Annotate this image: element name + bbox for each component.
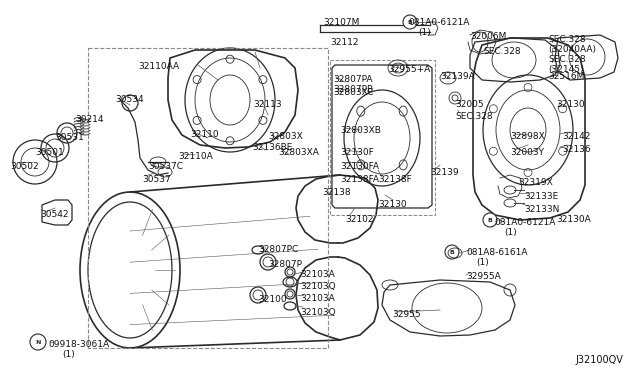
Text: 32110A: 32110A	[178, 152, 212, 161]
Text: 32139: 32139	[430, 168, 459, 177]
Text: 32005: 32005	[455, 100, 484, 109]
Text: 30214: 30214	[75, 115, 104, 124]
Text: 32103A: 32103A	[300, 294, 335, 303]
Text: 081A0-6121A: 081A0-6121A	[408, 18, 469, 27]
Text: 32113: 32113	[253, 100, 282, 109]
Text: 32133E: 32133E	[524, 192, 558, 201]
Text: 32807PC: 32807PC	[258, 245, 298, 254]
Text: 32955+A: 32955+A	[388, 65, 430, 74]
Text: J32100QV: J32100QV	[575, 355, 623, 365]
Text: (1): (1)	[504, 228, 516, 237]
Text: 32103A: 32103A	[300, 270, 335, 279]
Text: 32803XB: 32803XB	[340, 126, 381, 135]
Text: B: B	[488, 218, 492, 222]
Text: 32955A: 32955A	[466, 272, 500, 281]
Ellipse shape	[483, 213, 497, 227]
Text: B: B	[408, 19, 412, 25]
Text: N: N	[35, 340, 41, 344]
Text: SEC.328: SEC.328	[548, 35, 586, 44]
Text: (1): (1)	[418, 28, 431, 37]
Text: 32803X: 32803X	[268, 132, 303, 141]
Text: 32136BE: 32136BE	[252, 143, 292, 152]
Text: 32103Q: 32103Q	[300, 308, 335, 317]
Text: 30537: 30537	[142, 175, 171, 184]
Text: 32130: 32130	[378, 200, 406, 209]
Text: B: B	[449, 250, 454, 254]
Text: 081A8-6161A: 081A8-6161A	[466, 248, 527, 257]
Text: 30501: 30501	[35, 148, 64, 157]
Text: (32040AA): (32040AA)	[548, 45, 596, 54]
Text: 32138: 32138	[322, 188, 351, 197]
Text: 30531: 30531	[55, 133, 84, 142]
Text: 081A0-6121A: 081A0-6121A	[494, 218, 556, 227]
Text: 32955: 32955	[392, 310, 420, 319]
Text: 32110AA: 32110AA	[138, 62, 179, 71]
Text: 32803XA: 32803XA	[278, 148, 319, 157]
Text: 32136: 32136	[562, 145, 591, 154]
Text: 32319X: 32319X	[518, 178, 553, 187]
Text: 32807P: 32807P	[268, 260, 302, 269]
Bar	[330, 60, 435, 215]
Text: 32130FA: 32130FA	[340, 162, 379, 171]
Text: (32145): (32145)	[548, 65, 584, 74]
Text: 32110: 32110	[190, 130, 219, 139]
Text: 30542: 30542	[40, 210, 68, 219]
Text: 32107M: 32107M	[323, 18, 360, 27]
Text: SEC.328: SEC.328	[455, 112, 493, 121]
Text: 32138F: 32138F	[378, 175, 412, 184]
Text: 32803XC: 32803XC	[333, 88, 373, 97]
Text: 32100: 32100	[258, 295, 287, 304]
Text: (1): (1)	[476, 258, 489, 267]
Text: 32807PA: 32807PA	[333, 75, 372, 84]
Text: SEC.328: SEC.328	[548, 55, 586, 64]
Text: 32006M: 32006M	[470, 32, 506, 41]
Text: 32898X: 32898X	[510, 132, 545, 141]
Text: 30537C: 30537C	[148, 162, 183, 171]
Text: 32133N: 32133N	[524, 205, 559, 214]
Text: 32003Y: 32003Y	[510, 148, 544, 157]
Text: 32130A: 32130A	[556, 215, 591, 224]
Text: 32130F: 32130F	[340, 148, 374, 157]
Text: 32142: 32142	[562, 132, 590, 141]
Bar	[88, 48, 328, 348]
Text: 32112: 32112	[330, 38, 358, 47]
Text: SEC.328: SEC.328	[483, 47, 520, 56]
Text: 32139A: 32139A	[440, 72, 475, 81]
Ellipse shape	[403, 15, 417, 29]
Text: 32130: 32130	[556, 100, 584, 109]
Text: 32103Q: 32103Q	[300, 282, 335, 291]
Text: 32102: 32102	[345, 215, 374, 224]
Text: (1): (1)	[62, 350, 75, 359]
Ellipse shape	[30, 334, 46, 350]
Text: 32138FA: 32138FA	[340, 175, 379, 184]
Text: 30502: 30502	[10, 162, 38, 171]
Text: 30534: 30534	[115, 95, 143, 104]
Text: 32807PB: 32807PB	[333, 85, 373, 94]
Text: 09918-3061A: 09918-3061A	[48, 340, 109, 349]
Ellipse shape	[445, 245, 459, 259]
Text: 32516M: 32516M	[548, 72, 584, 81]
